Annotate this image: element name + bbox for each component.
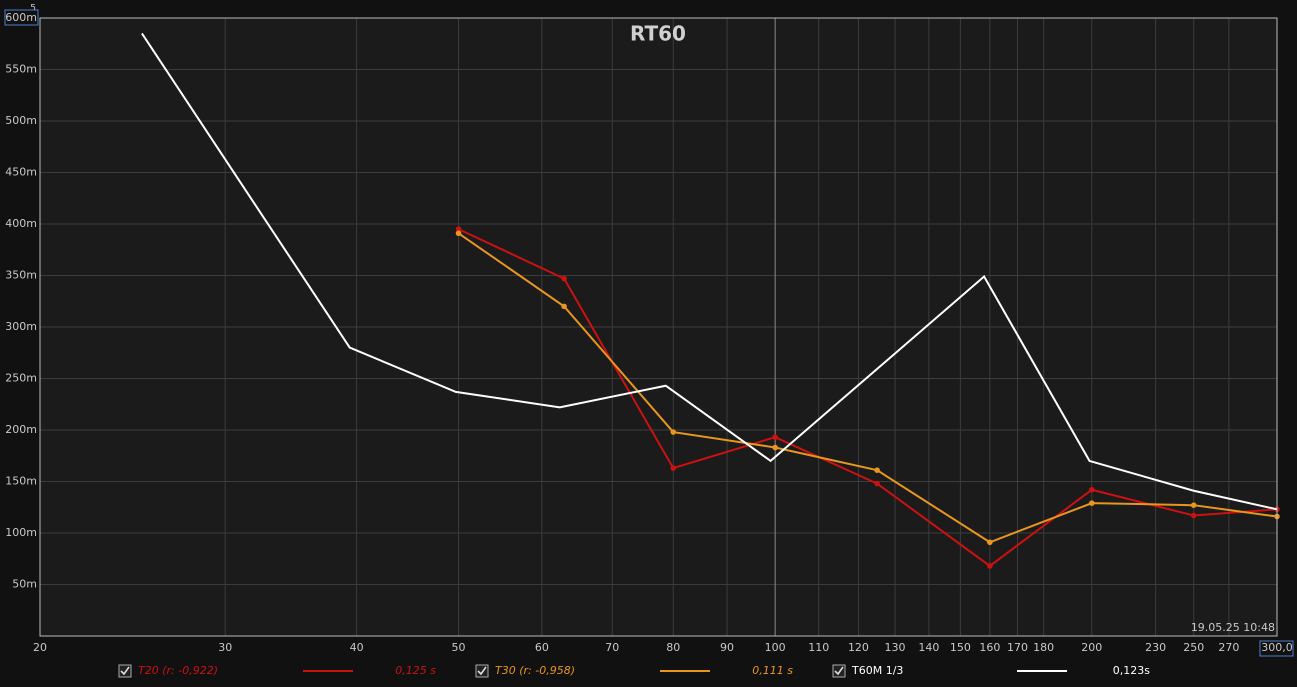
x-tick-label: 140 (918, 641, 939, 654)
legend-value: 0,125 s (395, 664, 436, 677)
data-point (772, 434, 778, 441)
legend-label: T30 (r: -0,958) (495, 664, 575, 677)
y-tick-label: 50m (12, 578, 37, 591)
x-tick-label: 100 (765, 641, 786, 654)
legend-label: T20 (r: -0,922) (138, 664, 218, 677)
series-group (141, 32, 1280, 569)
timestamp: 19.05.25 10:48 (1191, 621, 1275, 634)
x-tick-label: 30 (218, 641, 232, 654)
data-point (874, 480, 880, 487)
data-point (1190, 502, 1197, 508)
corner-label: 5 (30, 4, 36, 14)
x-tick-label: 80 (666, 641, 680, 654)
plot-border (39, 17, 1278, 637)
checkmark (834, 666, 844, 676)
legend-checkbox[interactable] (832, 664, 846, 678)
y-tick-label: 100m (5, 526, 37, 539)
data-point (1088, 486, 1095, 493)
y-tick-label: 600m (5, 11, 37, 24)
x-tick-label: 180 (1033, 641, 1054, 654)
data-point (561, 303, 567, 310)
data-point (987, 563, 993, 569)
x-tick-label: 120 (848, 641, 869, 654)
legend-label: T60M 1/3 (851, 664, 903, 677)
tick-highlight (1259, 640, 1294, 657)
data-point (874, 467, 880, 473)
x-tick-label: 50 (452, 641, 466, 654)
tick-highlight (4, 9, 39, 26)
x-tick-label: 170 (1007, 641, 1028, 654)
data-point (455, 226, 462, 232)
y-tick-label: 400m (5, 217, 37, 230)
data-point (772, 444, 778, 451)
data-point (987, 539, 993, 546)
x-tick-label: 60 (535, 641, 549, 654)
checkmark (120, 666, 130, 676)
chart-title: RT60 (630, 22, 686, 46)
legend-checkbox[interactable] (475, 664, 489, 678)
legend-checkbox[interactable] (118, 664, 132, 678)
y-tick-label: 450m (5, 166, 37, 179)
legend: T20 (r: -0,922) 0,125 s T30 (r: -0,958) 0,1… (118, 664, 1150, 678)
x-tick-label: 40 (350, 641, 364, 654)
x-tick-label: 150 (950, 641, 971, 654)
y-tick-label: 550m (5, 63, 37, 76)
y-tick-label: 300m (5, 320, 37, 333)
series-line (141, 32, 1278, 511)
data-point (561, 275, 567, 282)
x-tick-label: 110 (808, 641, 829, 654)
data-point (1190, 512, 1197, 519)
y-tick-label: 150m (5, 475, 37, 488)
y-tick-label: 350m (5, 269, 37, 282)
legend-value: 0,123s (1113, 664, 1150, 677)
x-tick-label: 250 (1183, 641, 1204, 654)
x-tick-label: 90 (720, 641, 734, 654)
x-tick-label: 160 (979, 641, 1000, 654)
x-tick-label: 270 (1218, 641, 1239, 654)
checkmark (477, 666, 487, 676)
x-tick-label: 200 (1081, 641, 1102, 654)
x-tick-label: 20 (33, 641, 47, 654)
legend-value: 0,111 s (752, 664, 793, 677)
data-point (1088, 500, 1095, 506)
y-tick-label: 250m (5, 372, 37, 385)
data-point (455, 230, 462, 237)
data-point (670, 465, 677, 471)
y-tick-label: 200m (5, 423, 37, 436)
x-tick-label: 130 (885, 641, 906, 654)
y-tick-label: 500m (5, 114, 37, 127)
data-point (670, 429, 677, 435)
x-tick-label: 70 (605, 641, 619, 654)
x-tick-label: 300,0 (1261, 641, 1293, 654)
x-tick-label: 230 (1145, 641, 1166, 654)
